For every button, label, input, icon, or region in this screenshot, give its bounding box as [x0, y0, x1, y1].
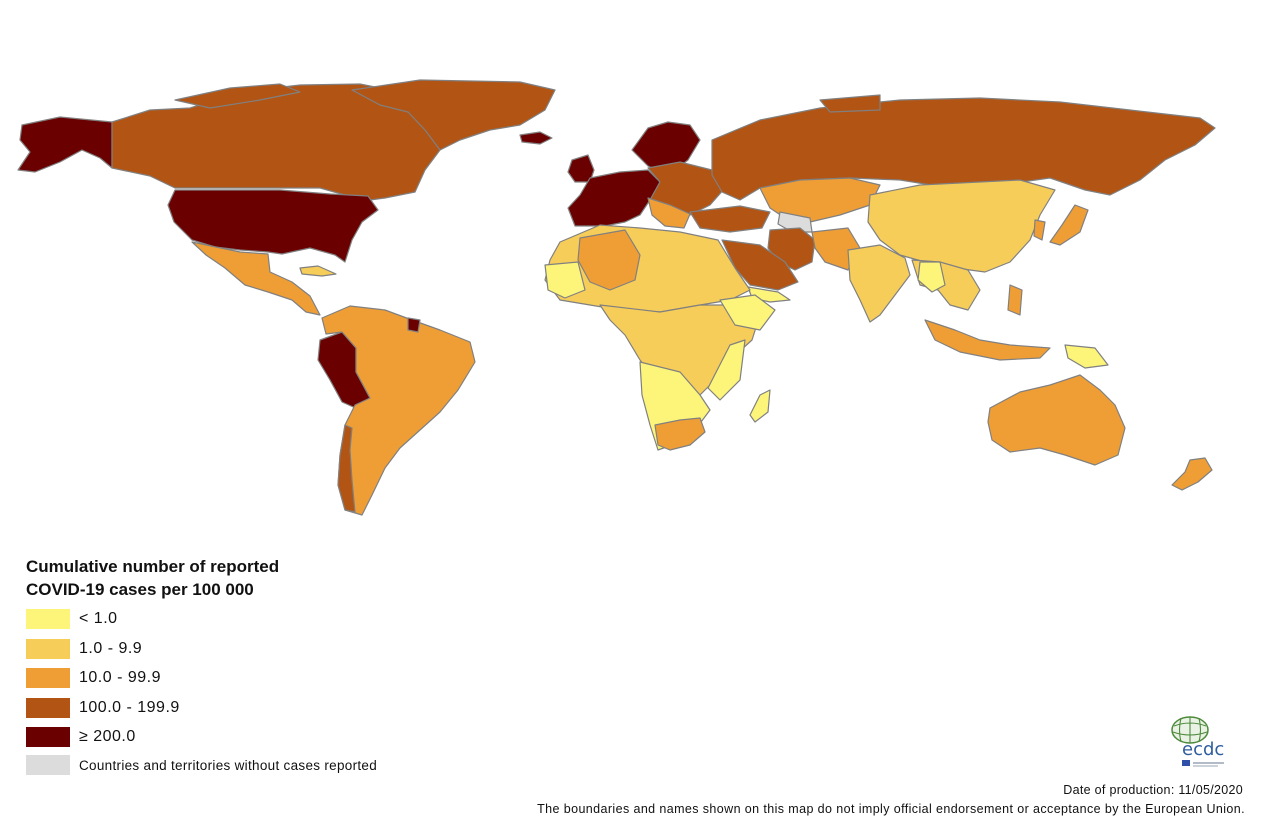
- legend-label: 1.0 - 9.9: [79, 640, 143, 657]
- region-kazakhstan: [759, 177, 881, 223]
- region-japan: [1049, 204, 1089, 246]
- region-india: [847, 244, 911, 323]
- legend-label: 100.0 - 199.9: [79, 699, 180, 716]
- legend-item-200-plus: ≥ 200.0: [26, 726, 136, 748]
- disclaimer: The boundaries and names shown on this m…: [537, 802, 1245, 816]
- world-map: [17, 79, 1216, 516]
- legend-swatch: [26, 698, 70, 718]
- region-west-africa: [544, 261, 586, 299]
- legend-label: 10.0 - 99.9: [79, 669, 161, 686]
- region-eastern-europe: [647, 161, 726, 216]
- legend-item-10-100: 10.0 - 99.9: [26, 667, 161, 689]
- region-indonesia: [924, 319, 1051, 361]
- ecdc-logo-text: ecdc: [1182, 739, 1224, 760]
- region-suriname: [407, 317, 421, 333]
- legend-label: ≥ 200.0: [79, 728, 136, 745]
- legend-swatch: [26, 727, 70, 747]
- region-png: [1064, 344, 1109, 369]
- eu-flag-icon: [1182, 760, 1190, 766]
- legend-label: Countries and territories without cases …: [79, 757, 378, 773]
- region-mexico: [191, 241, 321, 316]
- region-cuba: [299, 265, 337, 277]
- date-of-production: Date of production: 11/05/2020: [1063, 783, 1243, 797]
- region-east-africa: [707, 339, 746, 401]
- ecdc-logo: ecdc: [1171, 716, 1224, 767]
- legend-item-no-cases: Countries and territories without cases …: [26, 754, 377, 776]
- legend-title: Cumulative number of reported COVID-19 c…: [26, 555, 386, 601]
- legend-title-line1: Cumulative number of reported: [26, 557, 280, 576]
- region-myanmar: [917, 261, 946, 293]
- legend-label: < 1.0: [79, 610, 118, 627]
- region-madagascar: [749, 389, 771, 423]
- legend-item-lt1: < 1.0: [26, 608, 118, 630]
- region-patagonia: [337, 424, 356, 513]
- region-south-america: [321, 305, 476, 516]
- legend-title-line2: COVID-19 cases per 100 000: [26, 580, 254, 599]
- legend-swatch: [26, 609, 70, 629]
- region-novaya-zemlya: [819, 94, 881, 113]
- region-balkans: [647, 197, 691, 229]
- region-philippines: [1007, 284, 1023, 316]
- region-korea: [1033, 219, 1046, 241]
- legend-item-1-10: 1.0 - 9.9: [26, 638, 142, 660]
- region-greenland: [351, 79, 556, 151]
- legend-swatch: [26, 639, 70, 659]
- region-china: [867, 179, 1056, 273]
- region-alaska: [17, 116, 113, 173]
- region-new-zealand: [1171, 457, 1213, 491]
- globe-icon: [1171, 716, 1209, 744]
- legend-item-100-200: 100.0 - 199.9: [26, 697, 180, 719]
- region-turkey: [689, 205, 771, 233]
- region-algeria: [577, 229, 641, 291]
- region-western-europe: [567, 169, 661, 227]
- region-usa: [167, 189, 379, 263]
- region-ethiopia: [719, 294, 776, 331]
- legend-swatch: [26, 668, 70, 688]
- region-iceland: [519, 131, 553, 145]
- region-south-africa: [654, 417, 706, 451]
- region-pakistan: [811, 227, 861, 271]
- legend-swatch: [26, 755, 70, 775]
- region-australia: [987, 374, 1126, 466]
- region-arctic-islands: [174, 83, 301, 109]
